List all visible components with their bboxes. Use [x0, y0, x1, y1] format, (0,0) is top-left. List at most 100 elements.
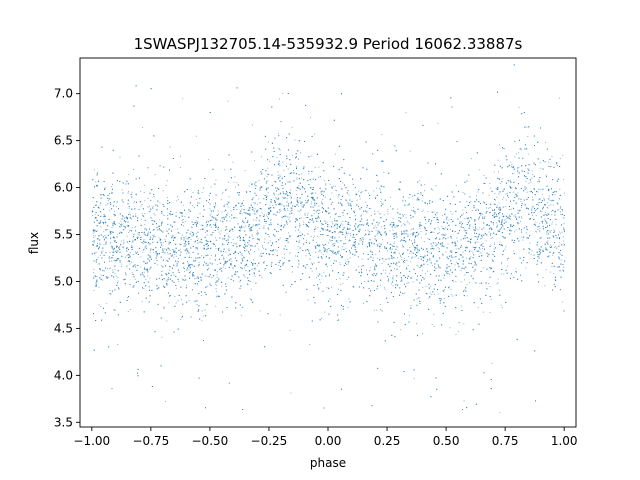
data-point: [304, 212, 306, 214]
data-point: [192, 192, 194, 193]
data-point: [241, 213, 243, 215]
data-point: [546, 185, 547, 187]
data-point: [212, 224, 214, 225]
data-point: [216, 274, 218, 276]
data-point: [250, 298, 252, 300]
data-point: [471, 218, 473, 220]
data-point: [515, 229, 517, 231]
data-point: [497, 282, 499, 284]
data-point: [447, 237, 449, 239]
data-point: [138, 234, 140, 236]
data-point: [296, 178, 298, 180]
data-point: [252, 238, 254, 240]
data-point: [234, 186, 236, 188]
data-point: [112, 248, 114, 250]
data-point: [97, 243, 98, 244]
data-point: [316, 235, 318, 237]
data-point: [330, 265, 332, 266]
data-point: [201, 191, 203, 193]
data-point: [314, 166, 316, 168]
data-point: [517, 192, 519, 194]
data-point: [405, 217, 407, 219]
data-point: [347, 306, 349, 308]
data-point: [123, 243, 125, 245]
data-point: [269, 240, 271, 242]
data-point: [463, 323, 465, 325]
data-point: [464, 289, 466, 291]
data-point: [546, 207, 548, 209]
data-point: [545, 174, 547, 176]
data-point: [422, 286, 424, 288]
data-point: [485, 240, 487, 242]
data-point: [328, 275, 330, 277]
data-point: [197, 231, 199, 233]
data-point: [269, 160, 271, 162]
data-point: [433, 211, 435, 213]
data-point: [136, 193, 137, 195]
data-point: [268, 235, 270, 237]
data-point: [227, 206, 229, 208]
data-point: [257, 203, 258, 205]
data-point: [310, 203, 312, 205]
data-point: [313, 235, 315, 237]
data-point: [494, 242, 495, 244]
data-point: [127, 192, 129, 194]
data-point: [245, 225, 247, 227]
data-point: [181, 299, 183, 301]
data-point: [152, 237, 154, 239]
data-point: [381, 202, 383, 204]
data-point: [214, 256, 216, 257]
data-point: [112, 183, 113, 185]
data-point: [531, 207, 533, 209]
data-point: [562, 217, 564, 219]
data-point: [394, 241, 396, 243]
data-point: [210, 234, 212, 236]
data-point: [501, 224, 502, 225]
data-point: [542, 277, 544, 278]
data-point: [423, 241, 425, 243]
data-point: [312, 192, 314, 194]
data-point: [450, 228, 451, 230]
data-point: [326, 235, 328, 237]
data-point: [130, 255, 131, 257]
data-point: [304, 235, 306, 236]
data-point: [389, 273, 391, 275]
data-point: [93, 290, 95, 291]
data-point: [230, 242, 232, 244]
data-point: [390, 270, 392, 272]
data-point: [259, 310, 261, 312]
data-point: [255, 267, 257, 269]
data-point: [407, 233, 409, 235]
data-point: [472, 252, 474, 254]
data-point: [242, 238, 244, 240]
data-point: [311, 201, 313, 203]
data-point: [144, 266, 146, 268]
data-point: [332, 223, 334, 225]
data-point: [548, 195, 550, 197]
data-point: [449, 250, 451, 252]
data-point: [517, 209, 519, 211]
data-point: [503, 206, 505, 208]
data-point: [103, 223, 104, 225]
data-point: [291, 271, 293, 273]
data-point: [277, 132, 279, 134]
data-point: [425, 222, 427, 224]
data-point: [425, 273, 427, 275]
data-point: [137, 233, 139, 235]
data-point: [313, 230, 315, 232]
data-point: [161, 252, 163, 254]
data-point: [182, 98, 184, 100]
data-point: [208, 241, 210, 243]
data-point: [561, 231, 563, 233]
data-point: [554, 230, 556, 232]
data-point: [460, 281, 462, 283]
data-point: [189, 266, 191, 268]
data-point: [518, 223, 520, 225]
data-point: [129, 309, 131, 310]
data-point: [190, 239, 192, 240]
data-point: [332, 245, 334, 247]
data-point: [549, 271, 551, 273]
data-point: [477, 191, 479, 193]
data-point: [350, 205, 352, 207]
data-point: [563, 240, 565, 242]
